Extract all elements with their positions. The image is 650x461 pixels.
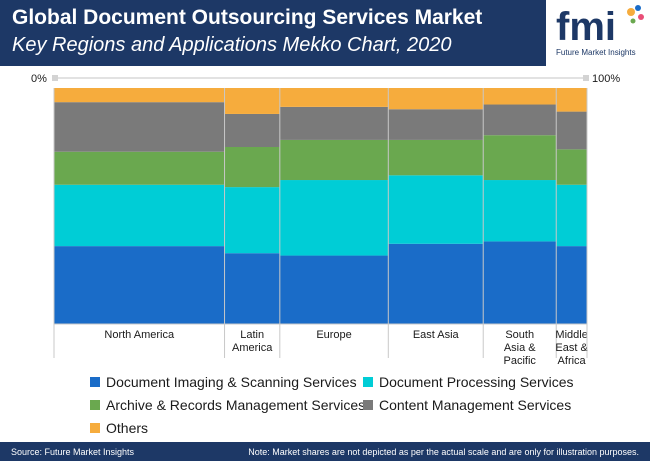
category-label-line: Pacific [504,355,537,367]
brand-logo: fmi [546,0,650,66]
legend-swatch [363,377,373,388]
category-label: East Asia [413,329,460,341]
legend-label: Archive & Records Management Services [106,397,366,413]
mekko-segment [388,109,484,140]
legend-swatch [90,423,100,434]
mekko-segment [483,180,557,242]
logo-letters: fmi [556,5,616,49]
category-label-line: Latin [240,329,264,341]
mekko-chart: 0% 100% North America Latin America Europe Eas… [31,73,620,367]
footer-bar: Source: Future Market Insights Note: Mar… [0,442,650,461]
category-label: South Asia & Pacific [504,329,537,367]
category-label: Middle East & Africa [555,329,588,367]
category-label: Latin America [232,329,273,354]
mekko-segment [54,88,225,103]
chart-title: Global Document Outsourcing Services Mar… [12,6,483,29]
mekko-segment [279,255,389,324]
legend-item-others: Others [90,420,148,436]
mekko-segment [54,151,225,185]
legend-item-doc-imaging: Document Imaging & Scanning Services [90,374,357,390]
mekko-segment [388,175,484,244]
category-label-line: America [232,342,273,354]
legend-item-content-mgmt: Content Management Services [363,397,571,413]
category-label-line: Africa [558,355,587,367]
mekko-segment [224,253,280,324]
mekko-segment [556,246,587,324]
mekko-segment [556,149,587,185]
legend-label: Content Management Services [379,397,572,413]
mekko-segment [279,88,389,107]
category-label: North America [104,329,175,341]
legend-label: Document Imaging & Scanning Services [106,374,357,390]
axis-handle-left [52,75,58,81]
note-text: Note: Market shares are not depicted as … [248,447,639,457]
header-banner: Global Document Outsourcing Services Mar… [0,0,650,66]
axis-label-100: 100% [592,73,620,85]
mekko-segment [556,111,587,150]
legend-item-doc-processing: Document Processing Services [363,374,574,390]
legend-label: Document Processing Services [379,374,574,390]
chart-subtitle: Key Regions and Applications Mekko Chart… [12,34,452,56]
category-label-line: Europe [316,329,351,341]
legend-swatch [363,400,373,411]
mekko-segment [483,135,557,181]
axis-handle-right [583,75,589,81]
mekko-segment [388,243,484,324]
logo-tagline: Future Market Insights [556,48,636,57]
mekko-segment [483,88,557,105]
mekko-segment [279,139,389,181]
mekko-segment [54,246,225,324]
mekko-segment [388,139,484,176]
category-label: Europe [316,329,351,341]
category-label-line: North America [104,329,175,341]
axis-label-0: 0% [31,73,47,85]
mekko-segment [556,184,587,247]
legend-swatch [90,400,100,411]
legend-item-archive: Archive & Records Management Services [90,397,365,413]
mekko-segment [54,102,225,152]
source-text: Source: Future Market Insights [11,447,135,457]
mekko-segment [224,88,280,114]
category-label-line: Asia & [504,342,536,354]
mekko-segment [54,184,225,247]
legend-swatch [90,377,100,388]
category-label-line: Middle [555,329,587,341]
category-label-line: South [505,329,534,341]
mekko-segment [279,180,389,256]
logo-dot-orange [627,8,635,16]
logo-dot-blue [635,5,641,11]
category-label-line: East Asia [413,329,460,341]
mekko-segment [224,187,280,254]
mekko-segment [556,88,587,112]
legend-label: Others [106,420,149,436]
mekko-segment [224,113,280,147]
mekko-segment [483,104,557,136]
logo-dot-green [630,18,636,24]
category-label-line: East & [555,342,588,354]
mekko-segment [224,147,280,188]
mekko-segment [279,106,389,140]
fmi-logo-icon: fmi [556,5,644,49]
logo-dot-pink [638,14,644,20]
mekko-segment [388,88,484,110]
mekko-segment [483,241,557,324]
